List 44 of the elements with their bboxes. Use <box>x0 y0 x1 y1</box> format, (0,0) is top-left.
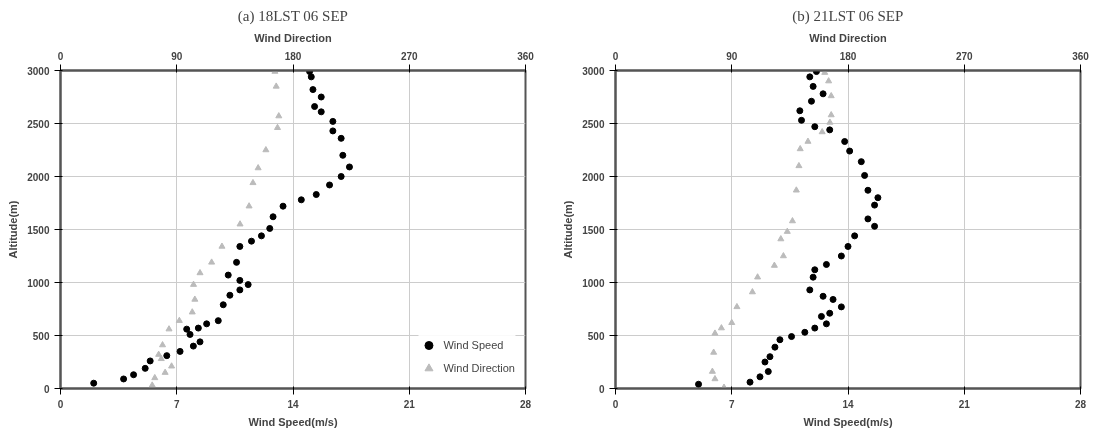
x2-tick-label: 90 <box>171 50 183 62</box>
chart-title: (b) 21LST 06 SEP <box>792 7 904 25</box>
x2-tick-label: 180 <box>284 50 302 62</box>
x2-tick-label: 270 <box>400 50 419 62</box>
x2-tick-label: 90 <box>726 50 738 62</box>
y-tick-label: 2000 <box>582 171 605 183</box>
x2-tick-label: 180 <box>839 50 857 62</box>
y-tick-label: 500 <box>587 330 605 342</box>
legend-label: Wind Speed <box>443 339 504 351</box>
x2-tick-label: 360 <box>517 50 535 62</box>
x-axis-title: Wind Speed(m/s) <box>248 415 338 428</box>
x-axis-title: Wind Speed(m/s) <box>803 415 893 428</box>
legend-label: Wind Direction <box>443 362 515 374</box>
x2-tick-label: 0 <box>612 50 619 62</box>
x2-tick-label: 270 <box>955 50 974 62</box>
y-axis-title: Altitude(m) <box>562 200 575 259</box>
y-tick-label: 2500 <box>582 118 605 130</box>
y-tick-label: 1500 <box>27 224 50 236</box>
x-tick-label: 7 <box>728 398 735 410</box>
y-tick-label: 1000 <box>582 277 605 289</box>
y-tick-label: 2500 <box>27 118 50 130</box>
x2-tick-label: 0 <box>57 50 64 62</box>
y-tick-label: 3000 <box>582 65 605 77</box>
x-tick-label: 7 <box>173 398 180 410</box>
x-tick-label: 21 <box>403 398 416 410</box>
x-tick-label: 14 <box>842 398 854 410</box>
y-axis-title: Altitude(m) <box>7 200 20 259</box>
y-tick-label: 3000 <box>27 65 50 77</box>
x2-tick-label: 360 <box>1072 50 1090 62</box>
chart-title: (a) 18LST 06 SEP <box>237 7 348 25</box>
x-tick-label: 28 <box>1074 398 1087 410</box>
x-tick-label: 0 <box>612 398 619 410</box>
x2-axis-title: Wind Direction <box>254 31 333 44</box>
x-tick-label: 21 <box>958 398 971 410</box>
y-tick-label: 1000 <box>27 277 50 289</box>
x2-axis-title: Wind Direction <box>809 31 888 44</box>
x-tick-label: 14 <box>287 398 299 410</box>
y-tick-label: 2000 <box>27 171 50 183</box>
y-tick-label: 0 <box>43 383 50 395</box>
x-tick-label: 28 <box>519 398 532 410</box>
x-tick-label: 0 <box>57 398 64 410</box>
y-tick-label: 1500 <box>582 224 605 236</box>
y-tick-label: 500 <box>32 330 50 342</box>
y-tick-label: 0 <box>598 383 605 395</box>
